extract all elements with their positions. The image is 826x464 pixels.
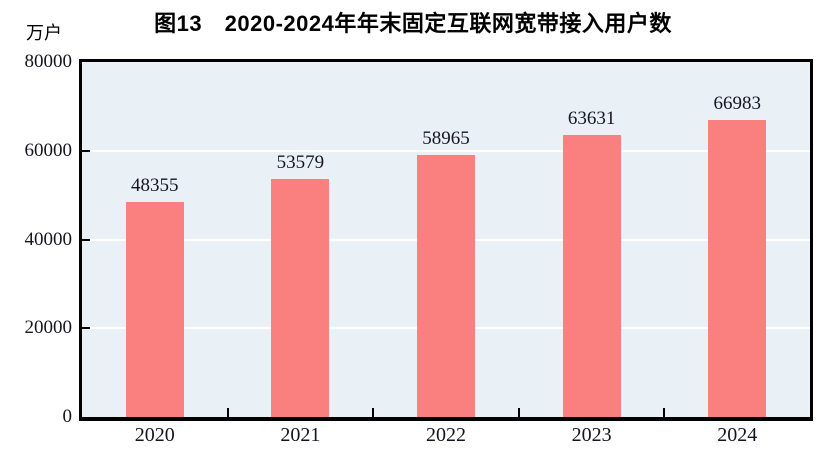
y-axis-tick-label: 80000 — [24, 51, 73, 72]
bar — [562, 134, 621, 417]
x-axis-tick-label: 2020 — [134, 424, 175, 446]
y-axis-tick-label: 0 — [62, 406, 73, 427]
x-axis-tick — [663, 408, 666, 417]
x-axis-tick — [226, 408, 229, 417]
y-axis-tick-label: 60000 — [24, 139, 73, 161]
x-axis-tick — [372, 408, 375, 417]
x-axis-tick-label: 2024 — [717, 424, 758, 446]
bar-value-label: 63631 — [567, 107, 616, 129]
bar-value-label: 58965 — [422, 128, 470, 150]
bar — [125, 202, 184, 417]
x-axis-tick — [517, 408, 520, 417]
gridline — [82, 149, 810, 152]
bar — [708, 119, 767, 417]
bar — [271, 179, 330, 417]
bar-value-label: 66983 — [713, 92, 761, 114]
bar-value-label: 48355 — [131, 175, 179, 197]
y-axis-tick — [82, 327, 90, 330]
y-axis-unit-label: 万户 — [26, 23, 62, 43]
y-axis-tick — [82, 238, 90, 241]
chart-title: 图13 2020-2024年年末固定互联网宽带接入用户数 — [154, 11, 672, 36]
x-axis-tick-label: 2021 — [280, 424, 321, 446]
y-axis-tick — [82, 149, 90, 152]
plot-area: 48355 53579 58965 63631 66983 — [82, 62, 810, 417]
y-axis-tick-label: 40000 — [24, 228, 73, 250]
y-axis-tick-label: 20000 — [24, 317, 73, 339]
x-axis-tick-label: 2022 — [426, 424, 466, 446]
x-axis-tick-label: 2023 — [571, 424, 612, 446]
bar — [417, 155, 475, 417]
bar-value-label: 53579 — [276, 152, 325, 174]
